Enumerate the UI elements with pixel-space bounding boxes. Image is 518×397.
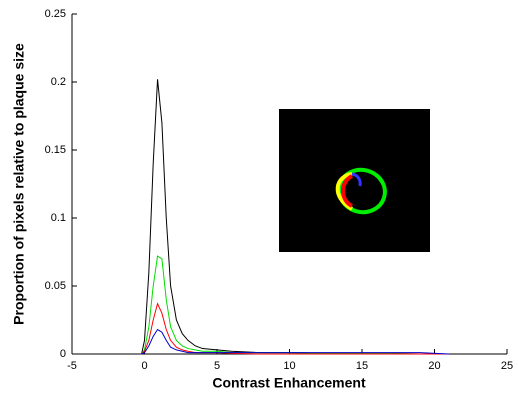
x-axis-label: Contrast Enhancement bbox=[212, 375, 366, 391]
y-tick-label: 0.1 bbox=[51, 212, 66, 224]
x-tick-label: 25 bbox=[501, 360, 513, 372]
y-tick-label: 0 bbox=[60, 348, 66, 360]
x-tick-label: 0 bbox=[141, 360, 147, 372]
y-axis-label: Proportion of pixels relative to plaque … bbox=[11, 43, 27, 325]
series-line bbox=[142, 304, 449, 354]
x-tick-label: -5 bbox=[67, 360, 77, 372]
series-line bbox=[142, 330, 449, 354]
inset-image bbox=[279, 109, 430, 252]
y-tick-label: 0.25 bbox=[45, 8, 66, 20]
x-tick-label: 20 bbox=[428, 360, 440, 372]
y-tick-label: 0.2 bbox=[51, 76, 66, 88]
y-tick-label: 0.15 bbox=[45, 144, 66, 156]
y-tick-label: 0.05 bbox=[45, 280, 66, 292]
chart: Contrast Enhancement Proportion of pixel… bbox=[0, 0, 518, 397]
x-tick-label: 15 bbox=[356, 360, 368, 372]
x-tick-label: 5 bbox=[214, 360, 220, 372]
x-tick-label: 10 bbox=[283, 360, 295, 372]
